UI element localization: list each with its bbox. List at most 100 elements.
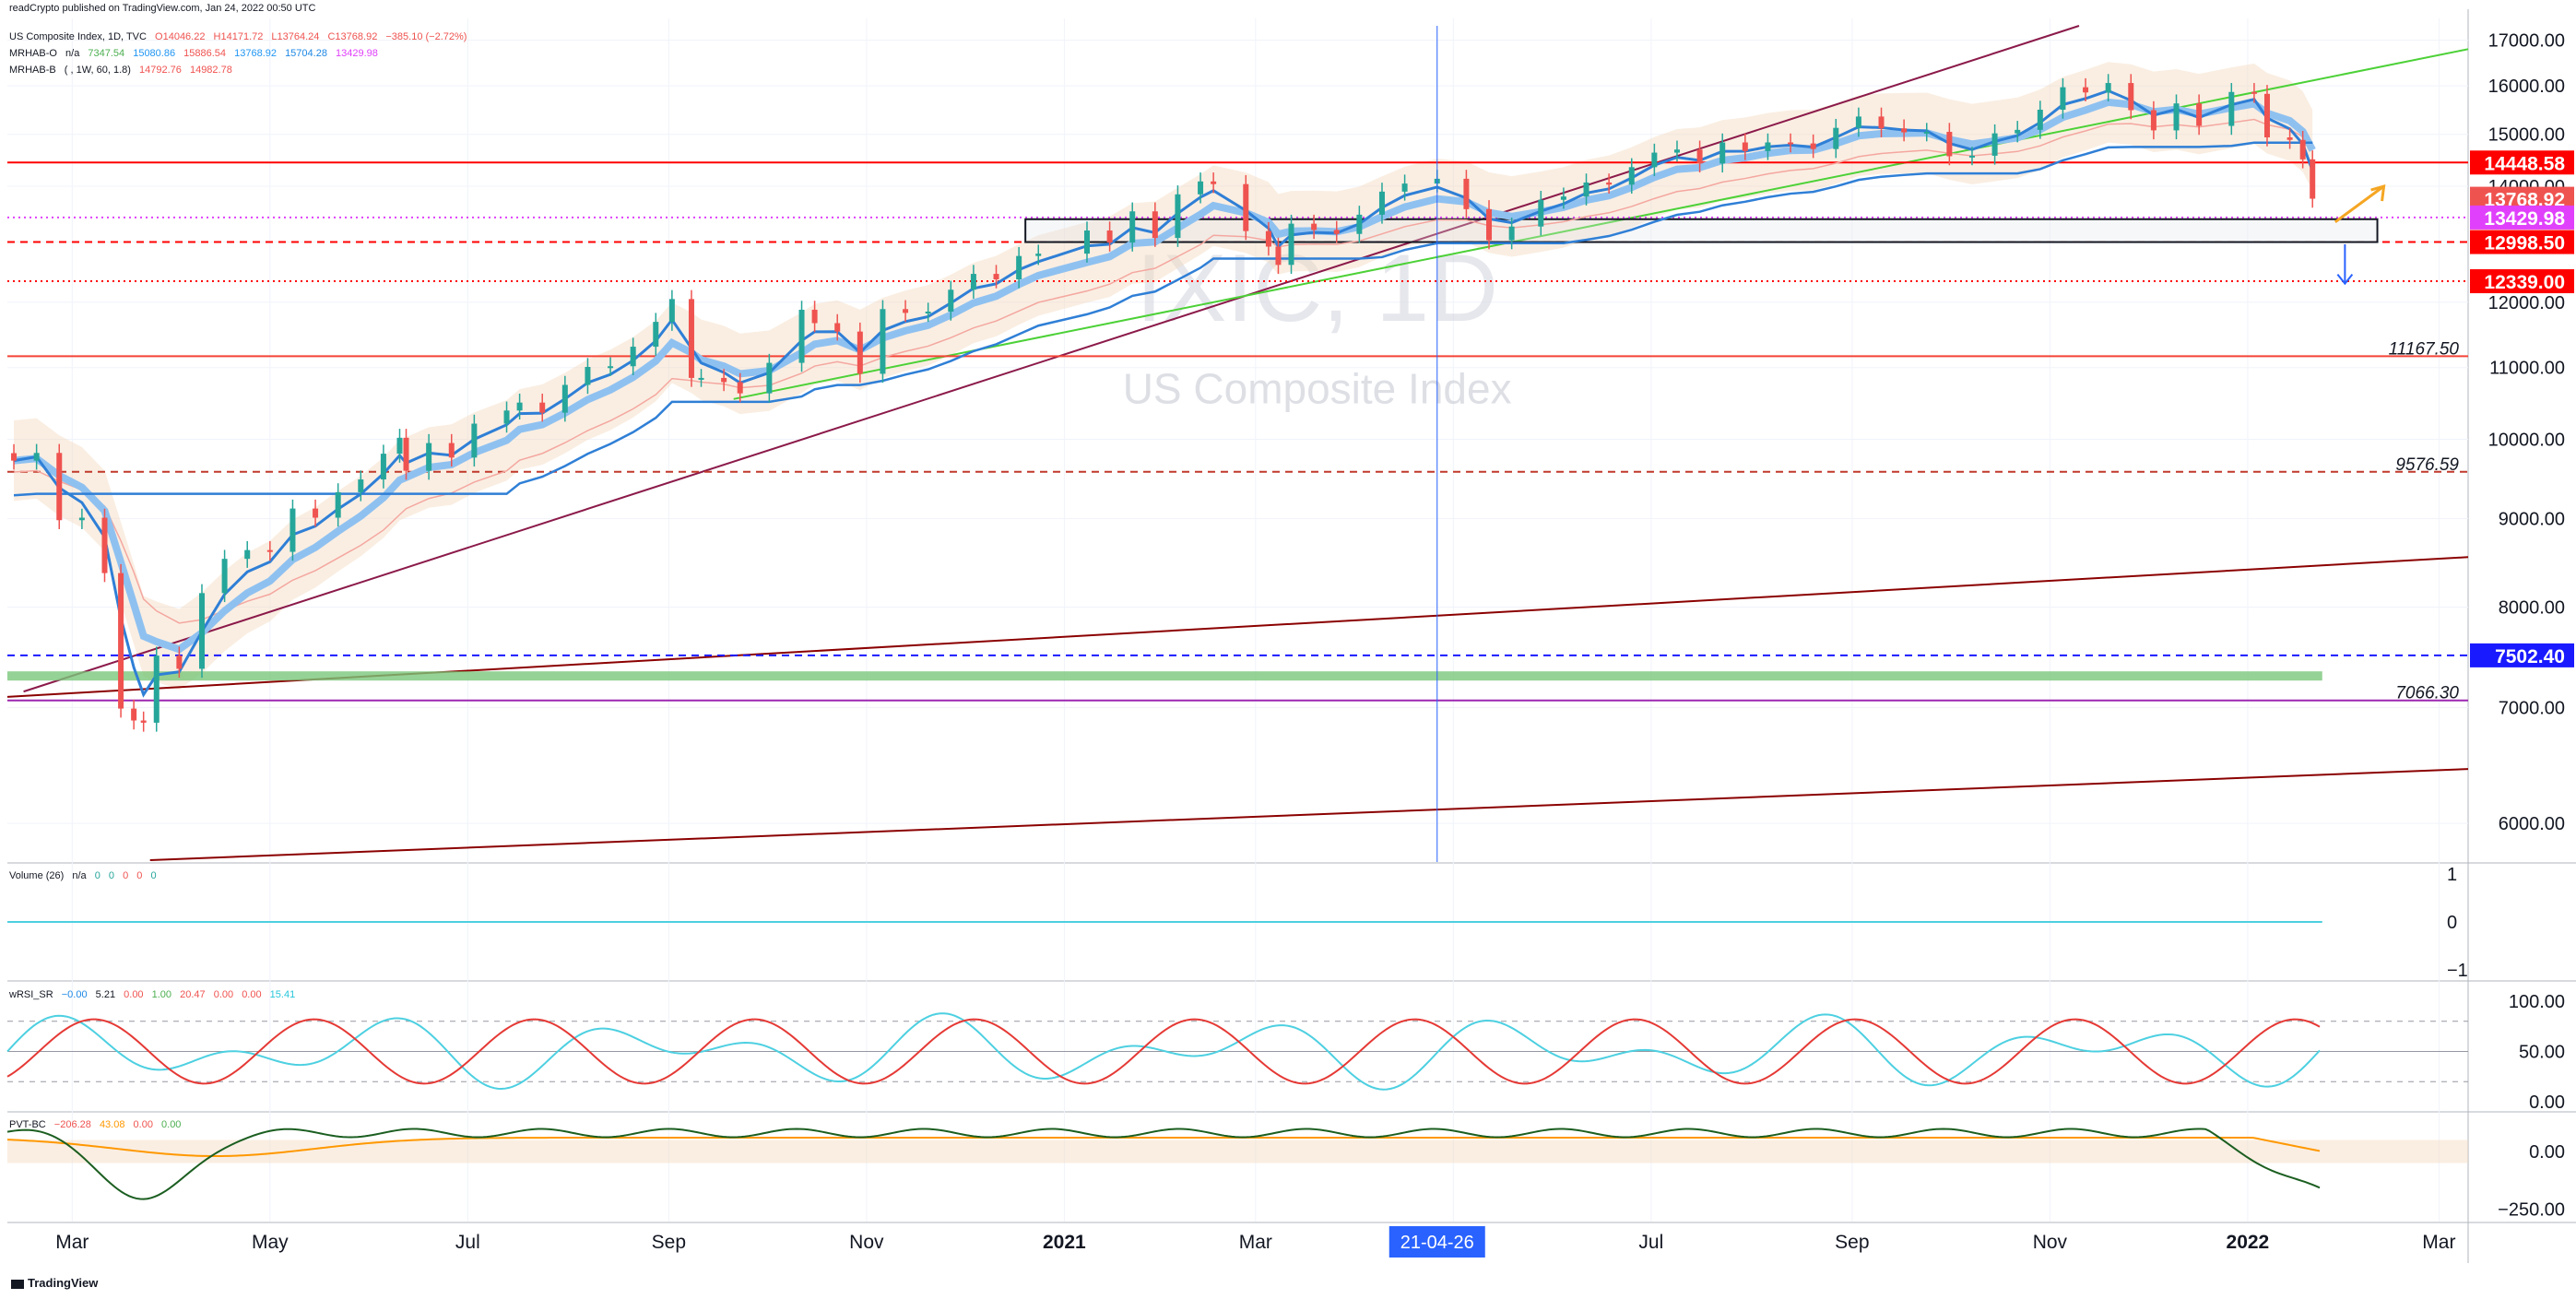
tradingview-brand: TradingView bbox=[11, 1276, 98, 1290]
candle-body bbox=[1211, 181, 1217, 184]
candle-body bbox=[2286, 137, 2293, 140]
candle-body bbox=[1311, 223, 1318, 230]
candle-body bbox=[448, 443, 455, 458]
candle-body bbox=[2037, 109, 2043, 130]
price-badge-label: 13429.98 bbox=[2484, 208, 2565, 230]
candle-body bbox=[1243, 183, 1249, 231]
candle-body bbox=[798, 309, 805, 363]
candle-body bbox=[2083, 87, 2089, 93]
pvt-v3: 0.00 bbox=[161, 1119, 182, 1130]
candle-body bbox=[2310, 159, 2316, 199]
candle-body bbox=[721, 377, 727, 383]
price-badge bbox=[2470, 643, 2574, 667]
candle-body bbox=[1265, 230, 1271, 247]
wrsi-v4: 20.47 bbox=[180, 989, 206, 1000]
candle-body bbox=[608, 366, 614, 369]
candle-body bbox=[2263, 93, 2270, 138]
price-level-label: 11167.50 bbox=[2389, 339, 2460, 359]
mrhab-o-label: MRHAB-O bbox=[9, 48, 57, 59]
candle-body bbox=[948, 289, 954, 313]
candle-body bbox=[1923, 132, 1930, 135]
candle-body bbox=[1696, 149, 1703, 164]
rsi-fast-line bbox=[6, 1012, 2321, 1091]
x-tick-label: Nov bbox=[2033, 1232, 2068, 1253]
arrow-down-blue-head bbox=[2336, 273, 2354, 286]
candle-body bbox=[221, 559, 228, 594]
candle-body bbox=[101, 517, 108, 573]
support-zone-green bbox=[7, 671, 2322, 681]
candle-body bbox=[698, 377, 704, 380]
candle-body bbox=[1901, 128, 1908, 133]
candle-body bbox=[396, 437, 403, 455]
candle-body bbox=[993, 274, 999, 279]
ema-slow-line bbox=[13, 118, 2313, 624]
crosshair-time-badge bbox=[1388, 1226, 1485, 1258]
candle-body bbox=[1508, 226, 1515, 241]
volume-v3: 0 bbox=[123, 870, 129, 881]
candle-body bbox=[561, 384, 568, 413]
candle-body bbox=[380, 454, 386, 480]
candle-body bbox=[176, 655, 183, 669]
candle-body bbox=[737, 382, 743, 394]
candle-body bbox=[1035, 254, 1042, 256]
candle-body bbox=[1152, 211, 1158, 239]
candle-body bbox=[1855, 116, 1861, 128]
candle-body bbox=[1878, 116, 1885, 129]
candle-body bbox=[33, 453, 40, 461]
candle-body bbox=[1106, 230, 1113, 243]
x-tick-label: Mar bbox=[1239, 1232, 1272, 1253]
candle-body bbox=[811, 309, 818, 324]
candle-body bbox=[471, 423, 478, 458]
legend-mrhab-b: MRHAB-B ( , 1W, 60, 1.8) 14792.76 14982.… bbox=[9, 65, 238, 76]
rsi-slow-line bbox=[6, 1018, 2321, 1085]
rsi-y-tick: 0.00 bbox=[2529, 1092, 2565, 1113]
candle-body bbox=[403, 437, 409, 471]
candle-body bbox=[2228, 91, 2235, 126]
step-support-line bbox=[13, 141, 2313, 497]
candle-body bbox=[1968, 155, 1975, 158]
volume-y-tick: 0 bbox=[2447, 913, 2457, 933]
pvt-v0: −206.28 bbox=[53, 1119, 91, 1130]
price-badge bbox=[2470, 269, 2574, 294]
candle-body bbox=[153, 655, 160, 723]
legend-pvt: PVT-BC −206.28 43.08 0.00 0.00 bbox=[9, 1119, 186, 1130]
candle-body bbox=[1742, 142, 1748, 151]
candle-body bbox=[766, 362, 773, 394]
candle-body bbox=[2299, 139, 2306, 159]
y-tick-label: 8000.00 bbox=[2499, 597, 2565, 618]
candle-body bbox=[140, 720, 147, 723]
price-level-label: 9576.59 bbox=[2395, 455, 2459, 475]
volume-title: Volume (26) bbox=[9, 870, 65, 881]
candle-body bbox=[857, 331, 863, 374]
candle-body bbox=[1719, 142, 1726, 164]
candle-body bbox=[1275, 246, 1282, 266]
candle-body bbox=[834, 323, 841, 332]
candle-body bbox=[1288, 223, 1294, 266]
candle-body bbox=[2128, 83, 2134, 111]
volume-v0: n/a bbox=[72, 870, 87, 881]
price-badge-label: 12998.50 bbox=[2484, 233, 2565, 254]
candle-body bbox=[198, 593, 205, 669]
candle-body bbox=[1083, 230, 1090, 254]
wrsi-v0: −0.00 bbox=[61, 989, 88, 1000]
candle-body bbox=[585, 366, 591, 385]
price-level-label: 7066.30 bbox=[2395, 684, 2459, 703]
tradingview-logo-icon bbox=[11, 1279, 24, 1289]
candle-body bbox=[313, 508, 319, 518]
x-tick-label: Sep bbox=[1835, 1232, 1869, 1253]
candle-body bbox=[1463, 178, 1470, 209]
legend-mrhab-o: MRHAB-O n/a 7347.54 15080.86 15886.54 13… bbox=[9, 48, 384, 59]
pvt-y-tick: 0.00 bbox=[2529, 1142, 2565, 1163]
mrhab-o-v0: n/a bbox=[65, 48, 80, 59]
y-tick-label: 16000.00 bbox=[2488, 77, 2565, 97]
price-badge-label: 13768.92 bbox=[2484, 190, 2565, 211]
wrsi-v3: 1.00 bbox=[151, 989, 172, 1000]
ohlc-close: C13768.92 bbox=[327, 31, 378, 42]
legend-symbol: US Composite Index, 1D, TVC O14046.22 H1… bbox=[9, 31, 472, 42]
ohlc-low: L13764.24 bbox=[271, 31, 320, 42]
candle-body bbox=[2196, 103, 2203, 126]
rsi-y-tick: 100.00 bbox=[2509, 992, 2565, 1012]
x-tick-label: Jul bbox=[455, 1232, 480, 1253]
candle-body bbox=[539, 402, 546, 413]
